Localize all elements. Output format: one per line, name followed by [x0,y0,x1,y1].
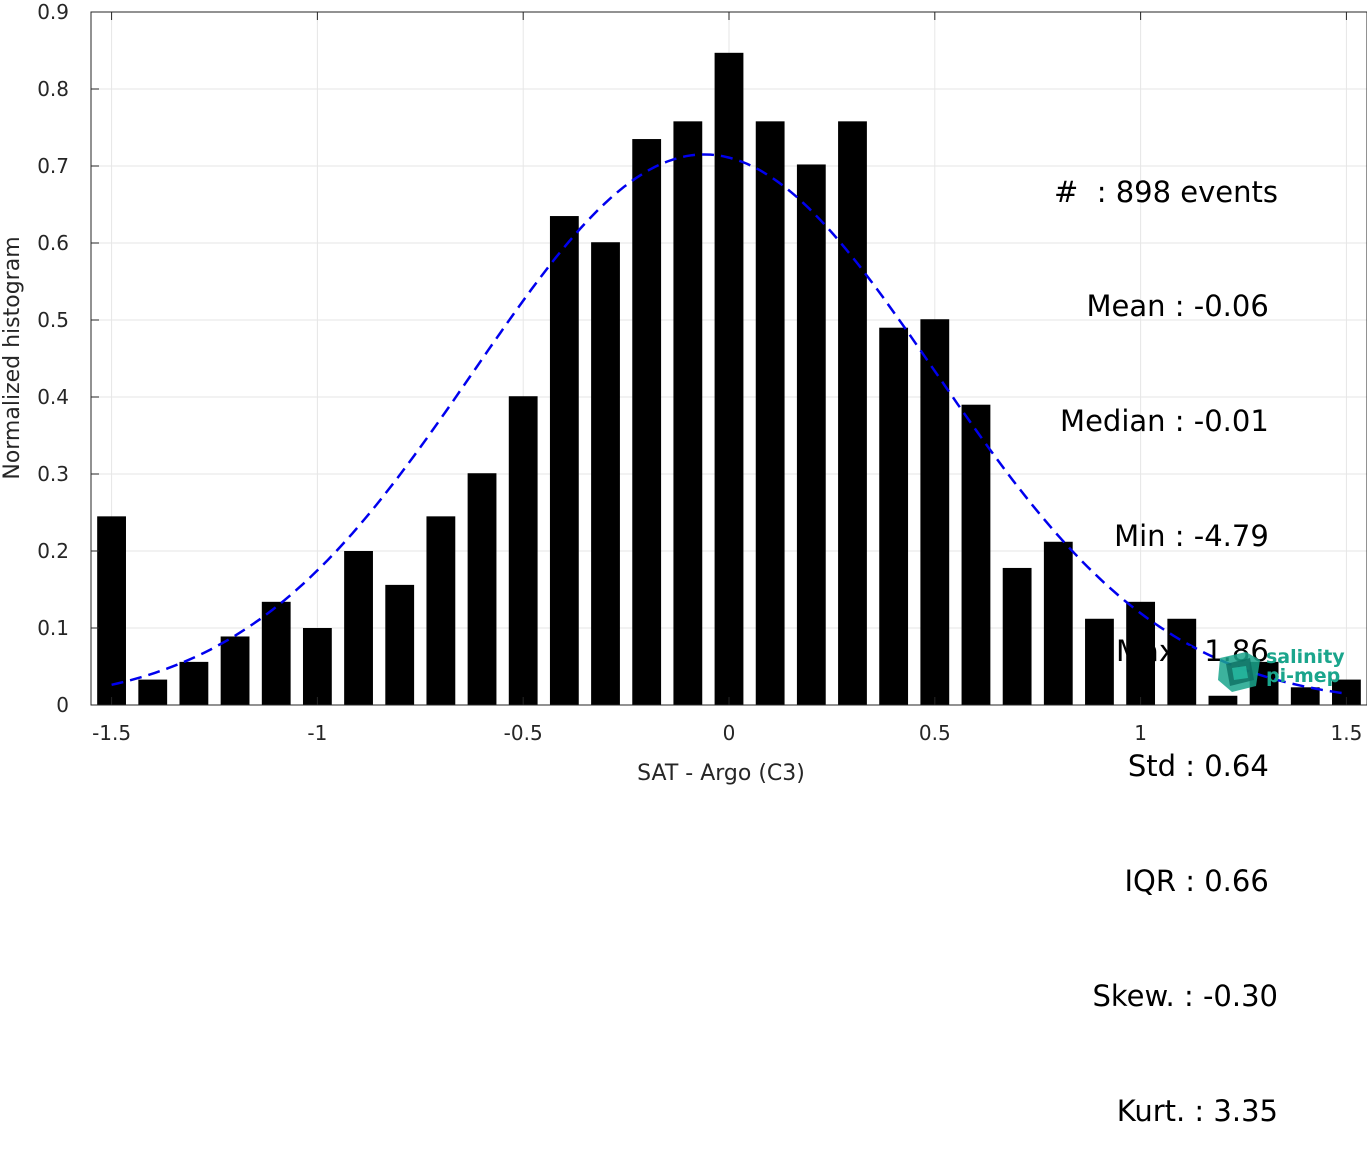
x-axis-label: SAT - Argo (C3) [637,761,805,786]
stat-std: Std : 0.64 [1127,749,1278,784]
histogram-bar [755,121,785,706]
histogram-bar [673,121,703,706]
y-tick-label: 0.7 [37,154,69,178]
histogram-bar [1085,618,1114,705]
statistics-box: # : 898 events Mean : -0.06 Median : -0.… [1054,96,1278,1168]
stat-kurt: Kurt. : 3.35 [1116,1093,1278,1128]
y-tick-label: 0.3 [37,462,69,486]
histogram-bar [1290,687,1320,705]
x-tick-label: 1 [1134,721,1147,745]
histogram-bar [591,242,620,706]
histogram-bar [220,636,250,705]
histogram-bar [261,601,291,705]
histogram-bar [1002,567,1032,705]
histogram-bar [632,139,662,706]
x-tick-label: 0 [723,721,736,745]
histogram-bar [838,121,867,706]
x-axis-ticks: -1.5 -1 -0.5 0 0.5 1 1.5 [92,12,1362,745]
y-tick-label: 0.1 [37,616,69,640]
histogram-bar [344,551,373,705]
histogram-bar [508,396,538,705]
histogram-bar [714,52,744,706]
histogram-bars [97,52,1361,706]
histogram-bar [1167,618,1197,705]
y-tick-label: 0.8 [37,77,69,101]
logo-line-2: pi-mep [1266,665,1341,687]
stat-count: # : 898 events [1054,174,1278,209]
x-tick-label: -0.5 [504,721,543,745]
y-tick-label: 0.4 [37,385,69,409]
salinity-pimep-logo: salinity pi-mep [1216,646,1346,696]
y-tick-label: 0.6 [37,231,69,255]
histogram-bar [920,319,950,705]
histogram-bar [302,628,332,705]
logo-mark-icon [1218,652,1260,692]
x-tick-label: -1 [307,721,327,745]
stat-min: Min : -4.79 [1114,519,1278,554]
histogram-bar [1208,695,1238,705]
histogram-bar [1126,601,1156,705]
histogram-bar [549,216,579,706]
normal-fit-curve [111,153,1347,695]
stat-iqr: IQR : 0.66 [1124,863,1278,898]
logo-line-1: salinity [1266,646,1345,668]
x-tick-label: -1.5 [92,721,131,745]
histogram-bar [879,327,909,705]
histogram-chart: -1.5 -1 -0.5 0 0.5 1 1.5 0 0.1 0.2 0.3 0.4 0.5 0.6 0.… [0,0,1367,786]
histogram-bar [961,404,991,705]
stat-median: Median : -0.01 [1060,404,1278,439]
y-tick-label: 0 [56,693,69,717]
histogram-bar [467,473,497,705]
histogram-bar [179,661,209,705]
logo-text: salinity pi-mep [1266,648,1345,686]
stat-skew: Skew. : -0.30 [1092,978,1278,1013]
stat-mean: Mean : -0.06 [1086,289,1278,324]
histogram-bar [385,584,415,705]
histogram-bar [97,516,126,705]
y-axis-label: Normalized histogram [0,236,25,479]
histogram-bar [138,679,168,705]
histogram-bar [1043,541,1073,705]
y-axis-ticks: 0 0.1 0.2 0.3 0.4 0.5 0.6 0.7 0.8 0.9 [37,0,99,717]
x-tick-label: 1.5 [1331,721,1363,745]
y-tick-label: 0.5 [37,308,69,332]
histogram-bar [426,516,456,705]
x-tick-label: 0.5 [919,721,951,745]
y-tick-label: 0.2 [37,539,69,563]
y-tick-label: 0.9 [37,0,69,24]
histogram-bar [796,164,826,705]
